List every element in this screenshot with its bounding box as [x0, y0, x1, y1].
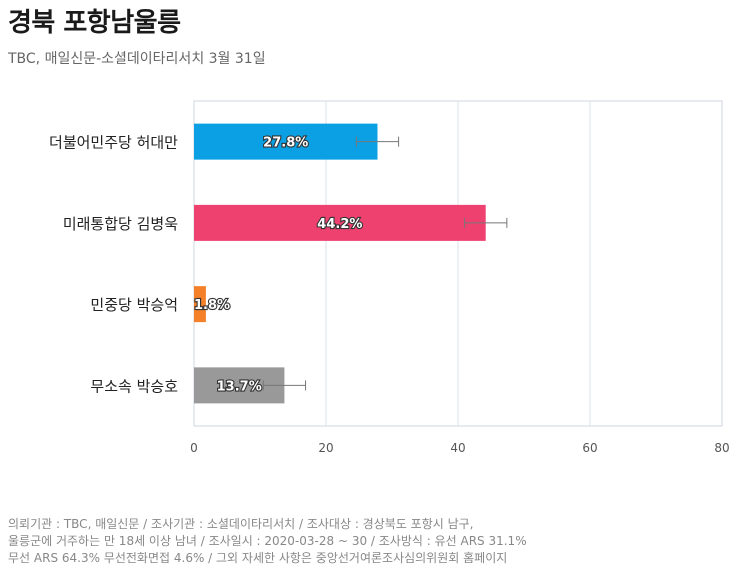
- bar: [194, 286, 206, 323]
- footnote-line: 무선 ARS 64.3% 무선전화면접 4.6% / 그외 자세한 사항은 중앙…: [8, 551, 508, 565]
- category-label: 민중당 박승억: [90, 296, 178, 314]
- x-tick-label: 0: [190, 441, 198, 455]
- x-tick-label: 80: [714, 441, 729, 455]
- x-tick-label: 20: [318, 441, 333, 455]
- footnote-line: 울릉군에 거주하는 만 18세 이상 남녀 / 조사일시 : 2020-03-2…: [8, 534, 527, 548]
- x-tick-label: 60: [582, 441, 597, 455]
- data-label: 13.7%: [217, 379, 262, 394]
- category-label: 미래통합당 김병욱: [63, 215, 178, 233]
- bar-chart: 0 20 40 60 80 더불어민주당 허대만 27.8% 미래통합당 김병욱 44.2% 민중…: [49, 100, 730, 455]
- survey-footnote: 의뢰기관 : TBC, 매일신문 / 조사기관 : 소셜데이타리서치 / 조사대…: [8, 516, 730, 567]
- bar: [194, 204, 486, 241]
- data-label: 1.8%: [194, 298, 230, 313]
- category-label: 더불어민주당 허대만: [49, 134, 178, 152]
- x-tick-label: 40: [450, 441, 465, 455]
- bar: [194, 123, 378, 160]
- footnote-line: 의뢰기관 : TBC, 매일신문 / 조사기관 : 소셜데이타리서치 / 조사대…: [8, 517, 474, 531]
- data-label: 27.8%: [263, 136, 308, 151]
- page-title: 경북 포항남울릉: [8, 8, 181, 38]
- category-label: 무소속 박승호: [90, 377, 178, 395]
- data-label: 44.2%: [317, 217, 362, 232]
- page-subtitle: TBC, 매일신문-소셜데이타리서치 3월 31일: [8, 51, 266, 67]
